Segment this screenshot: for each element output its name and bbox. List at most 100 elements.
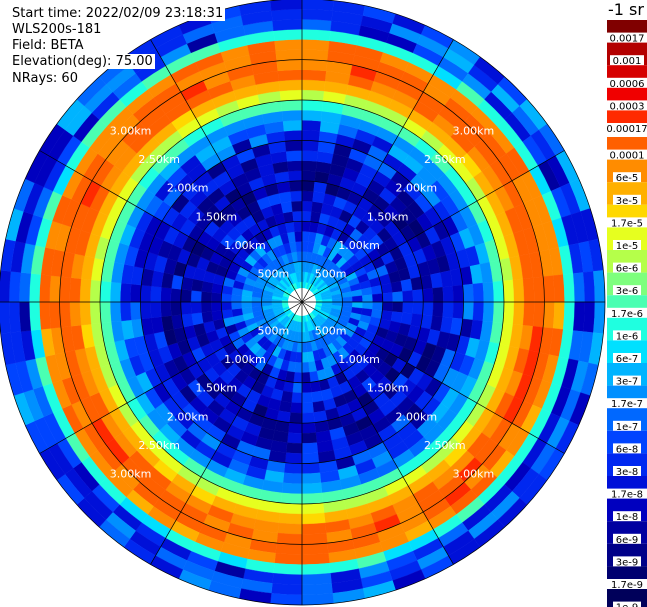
radar-cell [392, 301, 404, 313]
field-label: Field: BETA [10, 38, 86, 53]
radar-cell [472, 301, 484, 322]
radar-cell [301, 552, 330, 565]
radar-cell [392, 291, 404, 303]
colorbar-label-bg [607, 579, 647, 591]
range-label: 500m [258, 267, 290, 280]
colorbar-label-bg [613, 172, 641, 185]
radar-cell [109, 301, 122, 323]
colorbar-label-bg [607, 488, 647, 501]
radar-cell [273, 562, 303, 575]
colorbar-label-bg [607, 32, 647, 45]
radar-cell [284, 140, 303, 152]
colorbar-label-bg [613, 601, 641, 607]
radar-cell [301, 502, 325, 515]
radar-cell [190, 290, 202, 303]
range-label: 3.00km [110, 467, 152, 480]
radar-cell [140, 301, 152, 320]
radar-cell [462, 301, 474, 321]
radar-cell [412, 289, 424, 303]
radar-cell [290, 402, 303, 414]
radar-cell [301, 180, 315, 192]
radar-cell [301, 8, 333, 21]
radar-cell [301, 130, 321, 142]
radar-cell [311, 390, 324, 403]
radar-cell [274, 552, 303, 565]
colorbar-tick-label: 1.7e-8 [611, 490, 643, 501]
colorbar-label-bg [613, 194, 641, 207]
radar-cell [59, 276, 72, 303]
radar-cell [562, 301, 575, 331]
radar-cell [542, 275, 555, 303]
radar-cell [200, 301, 212, 313]
colorbar-label-bg [613, 330, 641, 343]
radar-cell [482, 301, 495, 323]
azimuth-line [301, 301, 565, 454]
colorbar-label-bg [604, 123, 647, 135]
radar-cell [352, 295, 363, 303]
colorbar-label-bg [607, 77, 647, 90]
radar-cell [150, 301, 162, 319]
radar-cell [472, 282, 484, 303]
radar-cell [29, 301, 42, 331]
radar-cell [301, 210, 312, 222]
radar-cells [0, 0, 606, 606]
range-label: 3.00km [453, 467, 495, 480]
radar-cell [271, 583, 303, 596]
radar-cell [301, 221, 311, 232]
radar-cell [301, 482, 323, 495]
radar-cell [452, 284, 464, 303]
radar-cell [462, 283, 474, 303]
radar-cell [79, 301, 92, 326]
radar-cell [278, 191, 292, 204]
radar-cell [301, 402, 314, 414]
radar-cell [170, 288, 182, 303]
radar-cell [292, 382, 303, 394]
radar-cell [301, 452, 320, 464]
colorbar-tick-label: 3e-7 [616, 377, 639, 388]
colorbar-tick-label: 1e-5 [616, 241, 639, 252]
radar-cell [502, 279, 515, 303]
colorbar-label-bg [613, 511, 641, 524]
radar-cell [241, 301, 252, 309]
radar-cell [180, 289, 192, 303]
azimuth-line [301, 301, 454, 565]
colorbar-tick-label: 3e-9 [616, 557, 639, 568]
range-label: 3.00km [110, 125, 152, 138]
radar-cell [283, 130, 303, 142]
colorbar-tick-label: 1e-7 [616, 422, 639, 433]
colorbar-tick-label: 6e-9 [616, 535, 639, 546]
colorbar-tick-label: 0.0017 [610, 34, 645, 45]
range-label: 1.50km [196, 382, 238, 395]
radar-cell [29, 273, 42, 303]
azimuth-line [301, 39, 454, 303]
radar-cell [221, 301, 232, 311]
radar-cell [312, 191, 326, 204]
range-label: 2.50km [138, 153, 180, 166]
radar-cell [293, 221, 303, 232]
radar-cell [522, 301, 535, 327]
radar-cell [277, 522, 303, 535]
radar-cell [402, 290, 414, 303]
radar-cell [49, 301, 62, 329]
colorbar-tick-label: 0.001 [613, 56, 642, 67]
radar-cell [180, 301, 192, 315]
radar-cell [301, 492, 324, 505]
radar-cell [293, 372, 303, 383]
radar-cell [301, 512, 326, 525]
radar-cell [278, 512, 303, 525]
radar-cell [210, 292, 222, 303]
radar-cell [301, 573, 332, 585]
range-label: 1.50km [367, 382, 409, 395]
radar-cell [281, 109, 303, 122]
radar-cell [532, 276, 545, 303]
colorbar-label-bg [613, 375, 641, 388]
radar-cell [301, 472, 322, 484]
radar-cell [282, 120, 303, 132]
radar-cell [362, 294, 373, 303]
radar-cell [442, 285, 454, 303]
elevation-label: Elevation(deg): 75.00 [10, 54, 155, 69]
radar-cell [190, 301, 202, 314]
radar-cell [289, 412, 303, 424]
range-label: 2.00km [396, 182, 438, 195]
radar-cell [130, 301, 142, 321]
